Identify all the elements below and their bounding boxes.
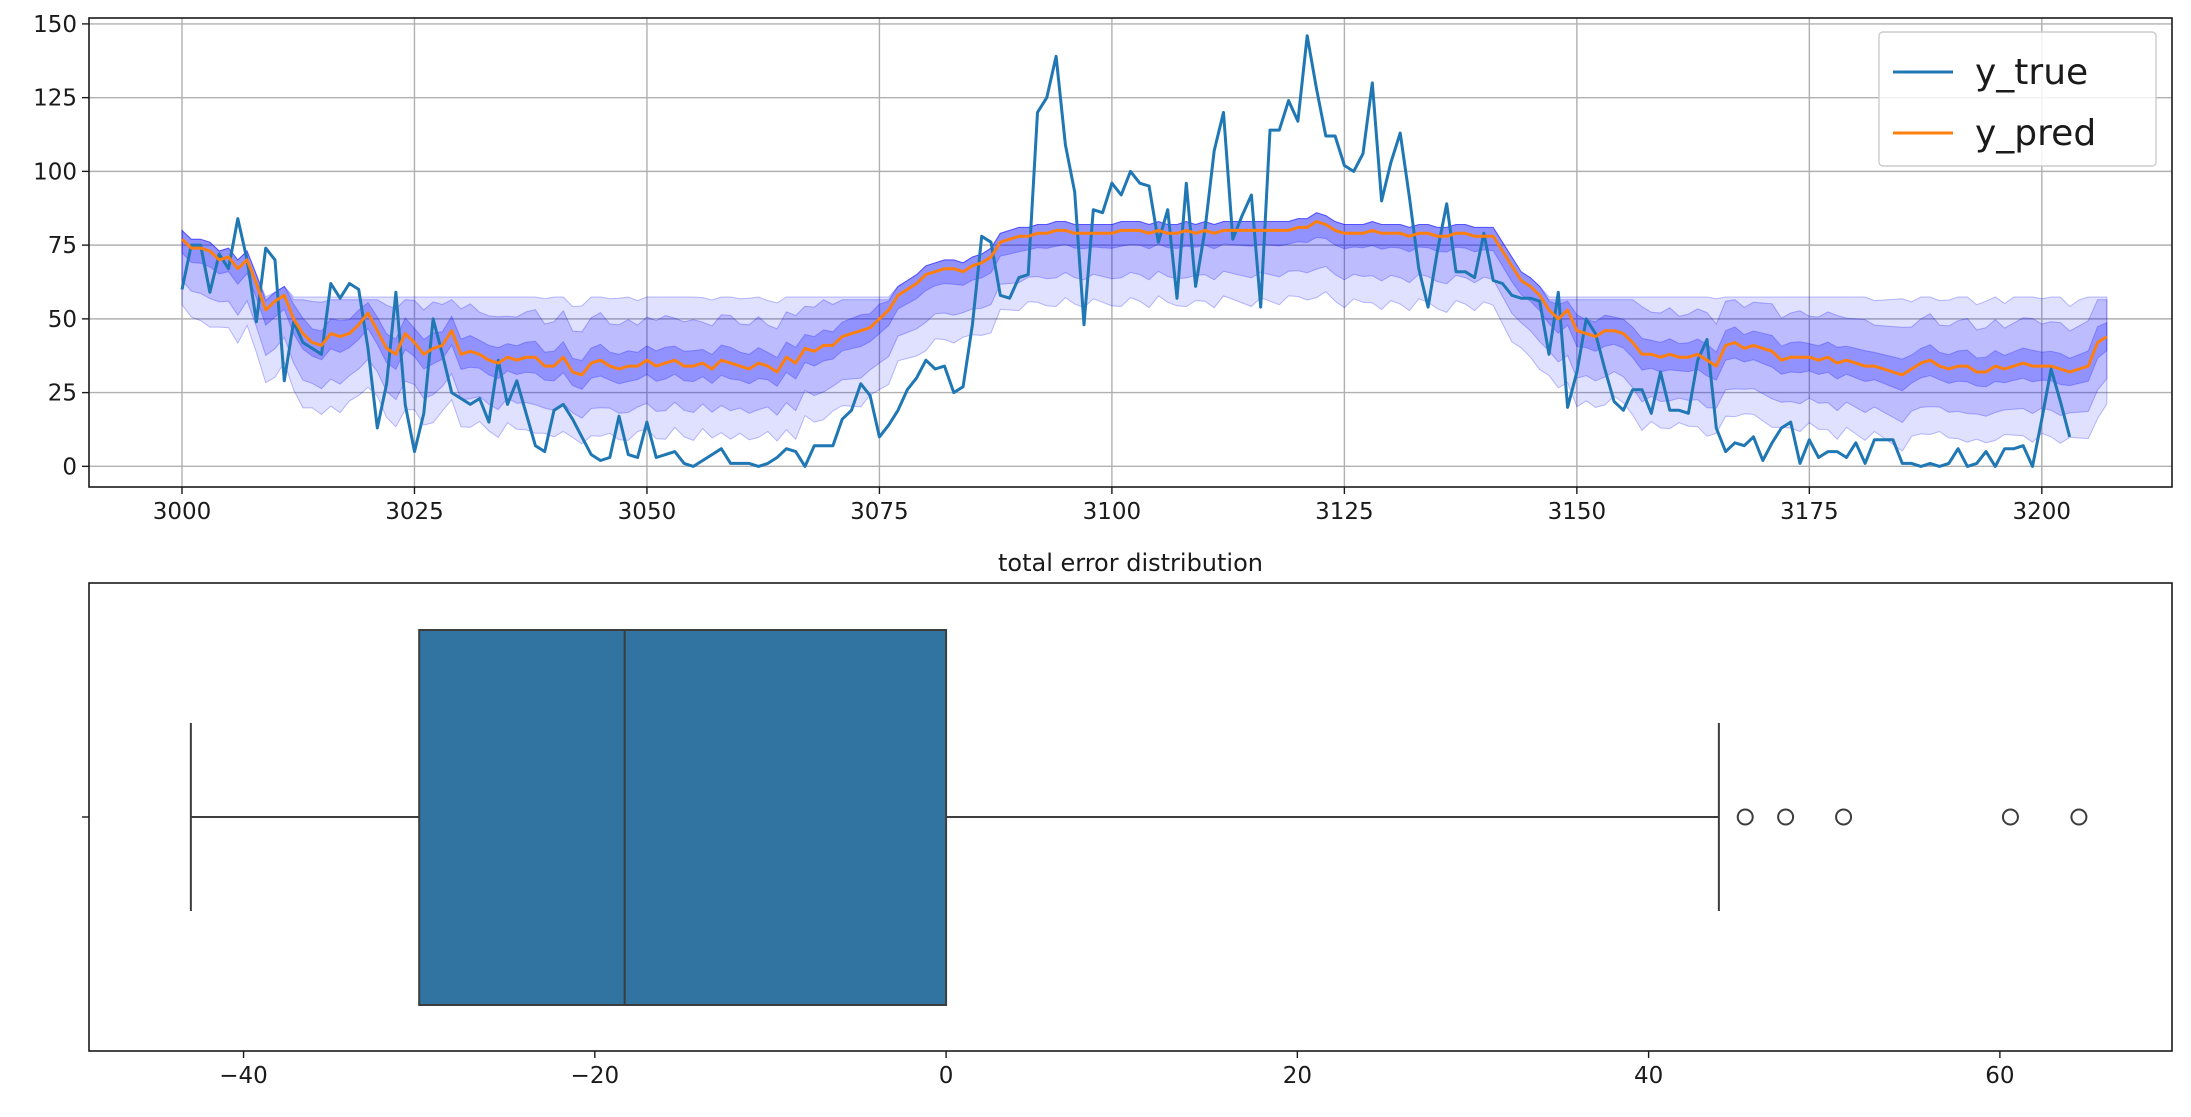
series-line-y_true [180,34,2072,468]
outlier-point [1736,808,1754,826]
x-tick-label: 3150 [1548,499,1607,525]
y-tick-label: 100 [33,159,77,185]
prediction-band-15 [181,212,2108,424]
boxplot-title: total error distribution [998,549,1263,577]
x-tick-label: 3075 [850,499,909,525]
y-tick-label: 125 [33,86,77,112]
line-series-group [180,34,2108,468]
outlier-point [1777,808,1795,826]
x-tick-label: 3175 [1780,499,1839,525]
boxplot-x-ticks: −40 −20 0 20 40 60 [219,1051,2015,1089]
x-tick-label: 3200 [2013,499,2072,525]
x-tick-label: −40 [219,1063,268,1089]
line-chart-x-ticks: 3000 3025 3050 3075 3100 3125 3150 3175 3200 [153,487,2071,525]
series-line-y_pred [180,220,2108,377]
x-tick-label: 0 [939,1063,954,1089]
y-tick-label: 150 [33,12,77,38]
outlier-point [2001,808,2019,826]
line-chart-y-ticks: 0 25 50 75 100 125 150 [33,12,89,480]
legend-label-y_true: y_true [1975,52,2088,93]
interquartile-box [418,629,948,1006]
x-tick-label: −20 [571,1063,620,1089]
y-tick-label: 75 [48,233,77,259]
x-tick-label: 20 [1283,1063,1312,1089]
prediction-band-5 [181,212,2108,392]
x-tick-label: 3125 [1315,499,1374,525]
boxplot-marks [189,629,2088,1006]
prediction-interval-bands [181,212,2108,452]
x-tick-label: 60 [1985,1063,2014,1089]
legend: y_true y_pred [1878,31,2157,167]
outlier-point [2070,808,2088,826]
y-tick-label: 25 [48,381,77,407]
y-tick-label: 50 [48,307,77,333]
x-tick-label: 3100 [1083,499,1142,525]
line-chart-frame [88,17,2173,488]
x-tick-label: 40 [1634,1063,1663,1089]
x-tick-label: 3050 [618,499,677,525]
y-tick-label: 0 [62,454,77,480]
legend-label-y_pred: y_pred [1975,113,2096,154]
prediction-band-24 [181,212,2108,452]
boxplot-panel: total error distribution −40 −20 0 20 40 60 [82,549,2173,1089]
line-chart-panel: 3000 3025 3050 3075 3100 3125 3150 3175 3200 0 25… [33,12,2173,525]
x-tick-label: 3000 [153,499,212,525]
x-tick-label: 3025 [385,499,444,525]
outlier-point [1835,808,1853,826]
